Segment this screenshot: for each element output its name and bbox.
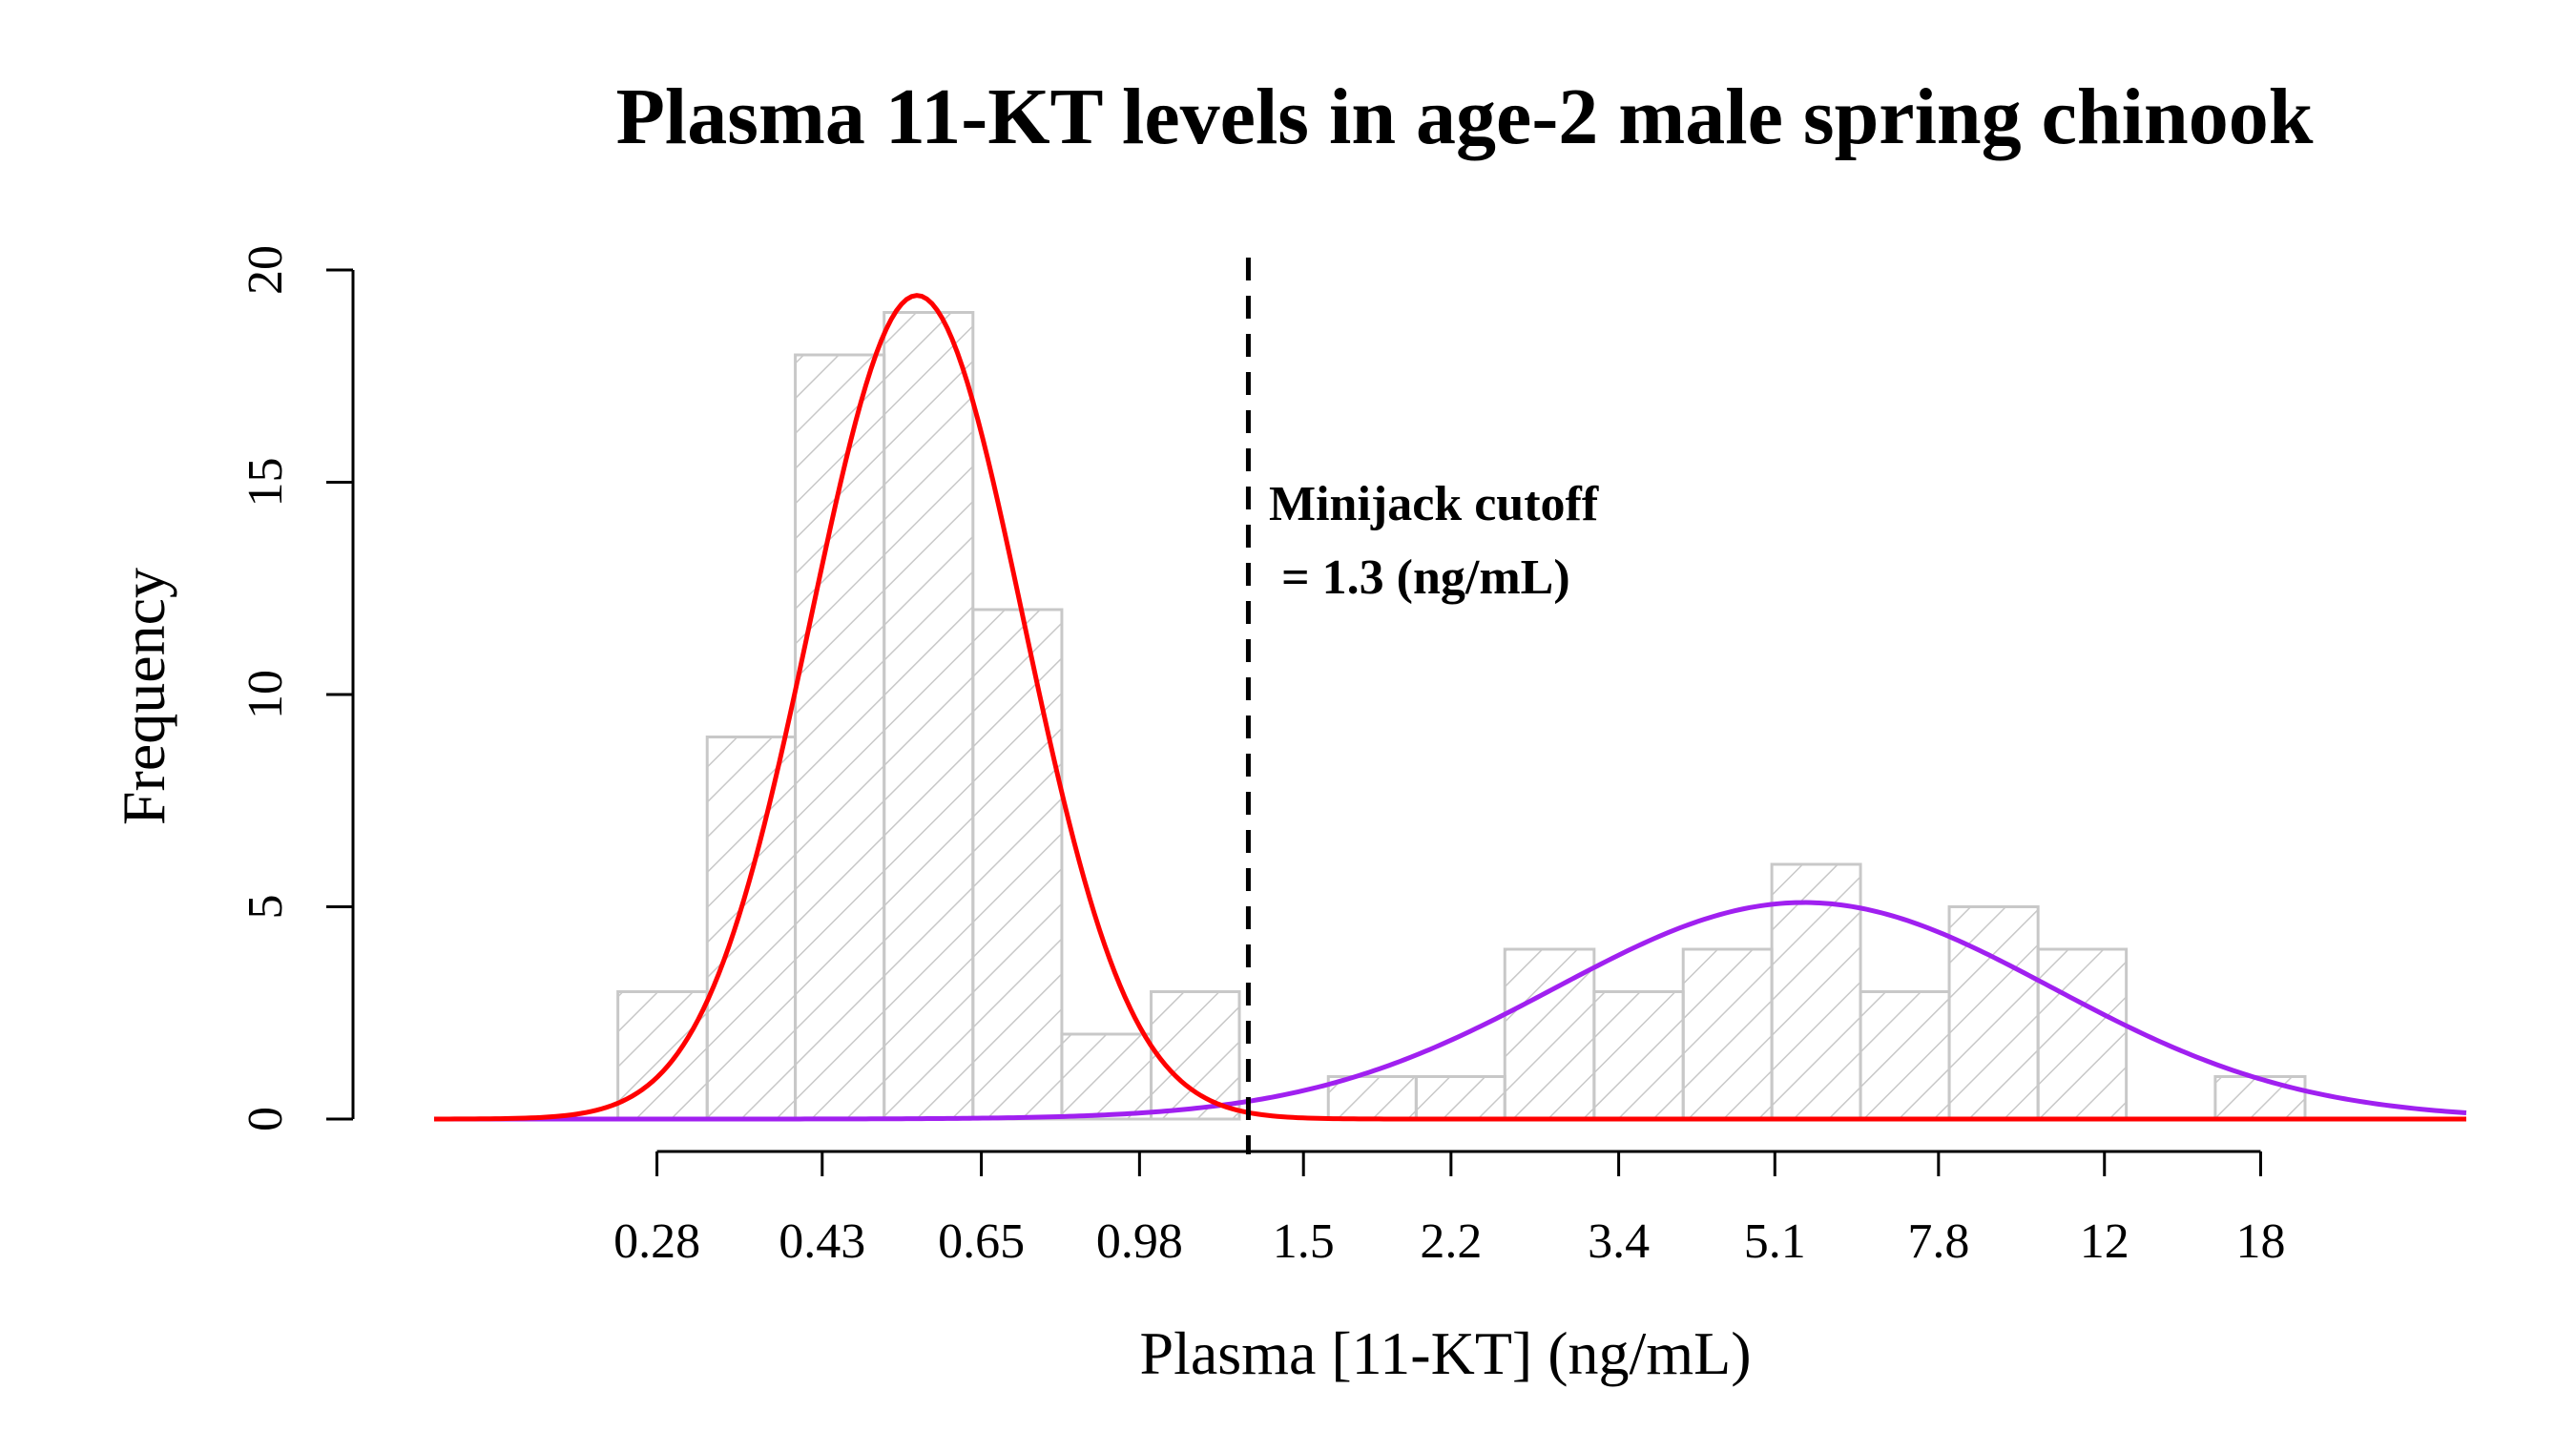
x-tick-label: 3.4 bbox=[1588, 1214, 1650, 1269]
density-curve-high bbox=[434, 900, 2467, 1122]
x-tick-label: 12 bbox=[2080, 1214, 2129, 1269]
x-tick-label: 5.1 bbox=[1744, 1214, 1806, 1269]
x-tick-label: 2.2 bbox=[1420, 1214, 1482, 1269]
x-tick-label: 18 bbox=[2235, 1214, 2285, 1269]
histogram-bar bbox=[1947, 905, 2040, 1121]
histogram-bar bbox=[1414, 1075, 1506, 1121]
x-tick-label: 1.5 bbox=[1273, 1214, 1335, 1269]
histogram-bar bbox=[616, 990, 709, 1121]
y-tick-label: 0 bbox=[239, 1107, 293, 1131]
y-tick-label: 15 bbox=[239, 458, 293, 508]
histogram-bar bbox=[1859, 990, 1951, 1121]
histogram-bar bbox=[971, 608, 1064, 1121]
histogram-bars bbox=[616, 311, 2307, 1121]
y-tick-label: 10 bbox=[239, 670, 293, 719]
cutoff-annotation-line2: = 1.3 (ng/mL) bbox=[1269, 550, 1570, 605]
x-tick-label: 0.43 bbox=[779, 1214, 865, 1269]
histogram-bar bbox=[794, 353, 886, 1121]
histogram-bar bbox=[705, 736, 798, 1121]
histogram-bar bbox=[2036, 947, 2129, 1121]
y-tick-label: 20 bbox=[239, 245, 293, 295]
y-axis: 0 5 10 15 20 bbox=[239, 245, 355, 1131]
x-axis-label: Plasma [11-KT] (ng/mL) bbox=[1139, 1319, 1751, 1387]
x-axis: 0.28 0.43 0.65 0.98 1.5 2.2 3.4 5.1 7.8 12 18 bbox=[613, 1150, 2285, 1269]
y-axis-label: Frequency bbox=[110, 568, 177, 825]
cutoff-annotation-line1: Minijack cutoff bbox=[1269, 477, 1599, 531]
x-tick-label: 0.98 bbox=[1096, 1214, 1183, 1269]
histogram-bar bbox=[1681, 947, 1774, 1121]
density-curve-low bbox=[433, 293, 2466, 1122]
chart-title: Plasma 11-KT levels in age-2 male spring… bbox=[616, 73, 2314, 161]
density-curves bbox=[433, 293, 2467, 1122]
x-tick-label: 0.65 bbox=[938, 1214, 1025, 1269]
histogram-bar bbox=[1592, 990, 1685, 1121]
x-tick-label: 7.8 bbox=[1907, 1214, 1969, 1269]
histogram-bar bbox=[883, 311, 975, 1121]
histogram-bar bbox=[1060, 1032, 1153, 1121]
x-tick-label: 0.28 bbox=[613, 1214, 700, 1269]
y-tick-label: 5 bbox=[239, 895, 293, 920]
histogram-bar bbox=[2213, 1075, 2307, 1121]
histogram-bar bbox=[1150, 990, 1241, 1121]
